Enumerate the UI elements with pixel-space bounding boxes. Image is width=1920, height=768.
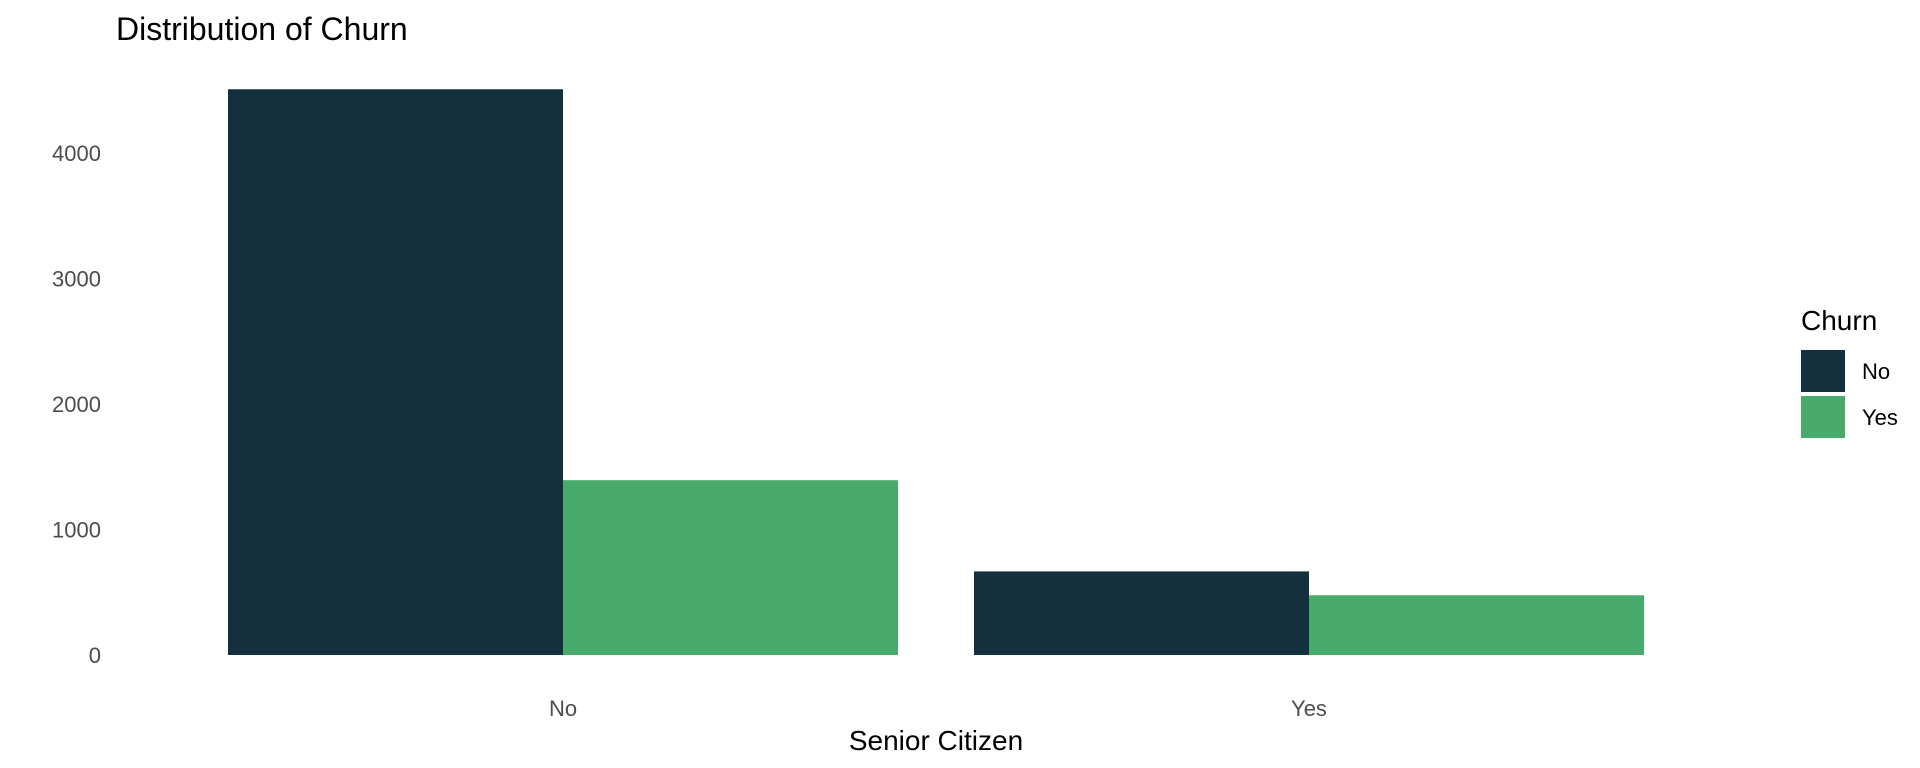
x-tick-label: Yes	[1291, 696, 1327, 721]
bar-yes-no	[974, 571, 1309, 655]
bar-no-yes	[563, 480, 898, 655]
x-tick-label: No	[549, 696, 577, 721]
legend-swatch-yes	[1801, 396, 1845, 438]
legend-swatch-no	[1801, 350, 1845, 392]
chart-title: Distribution of Churn	[116, 11, 408, 47]
y-axis: 0 1000 2000 3000 4000	[52, 141, 101, 668]
y-tick-label: 0	[89, 643, 101, 668]
legend-title: Churn	[1801, 305, 1877, 336]
bar-no-no	[228, 89, 563, 656]
bar-yes-yes	[1309, 595, 1644, 655]
x-axis: No Yes	[549, 696, 1327, 721]
legend-label: Yes	[1862, 405, 1898, 430]
legend: Churn No Yes	[1801, 305, 1898, 438]
y-tick-label: 4000	[52, 141, 101, 166]
y-tick-label: 1000	[52, 518, 101, 543]
y-tick-label: 3000	[52, 267, 101, 292]
legend-label: No	[1862, 359, 1890, 384]
bars	[228, 89, 1644, 656]
y-tick-label: 2000	[52, 392, 101, 417]
x-axis-title: Senior Citizen	[849, 725, 1023, 756]
